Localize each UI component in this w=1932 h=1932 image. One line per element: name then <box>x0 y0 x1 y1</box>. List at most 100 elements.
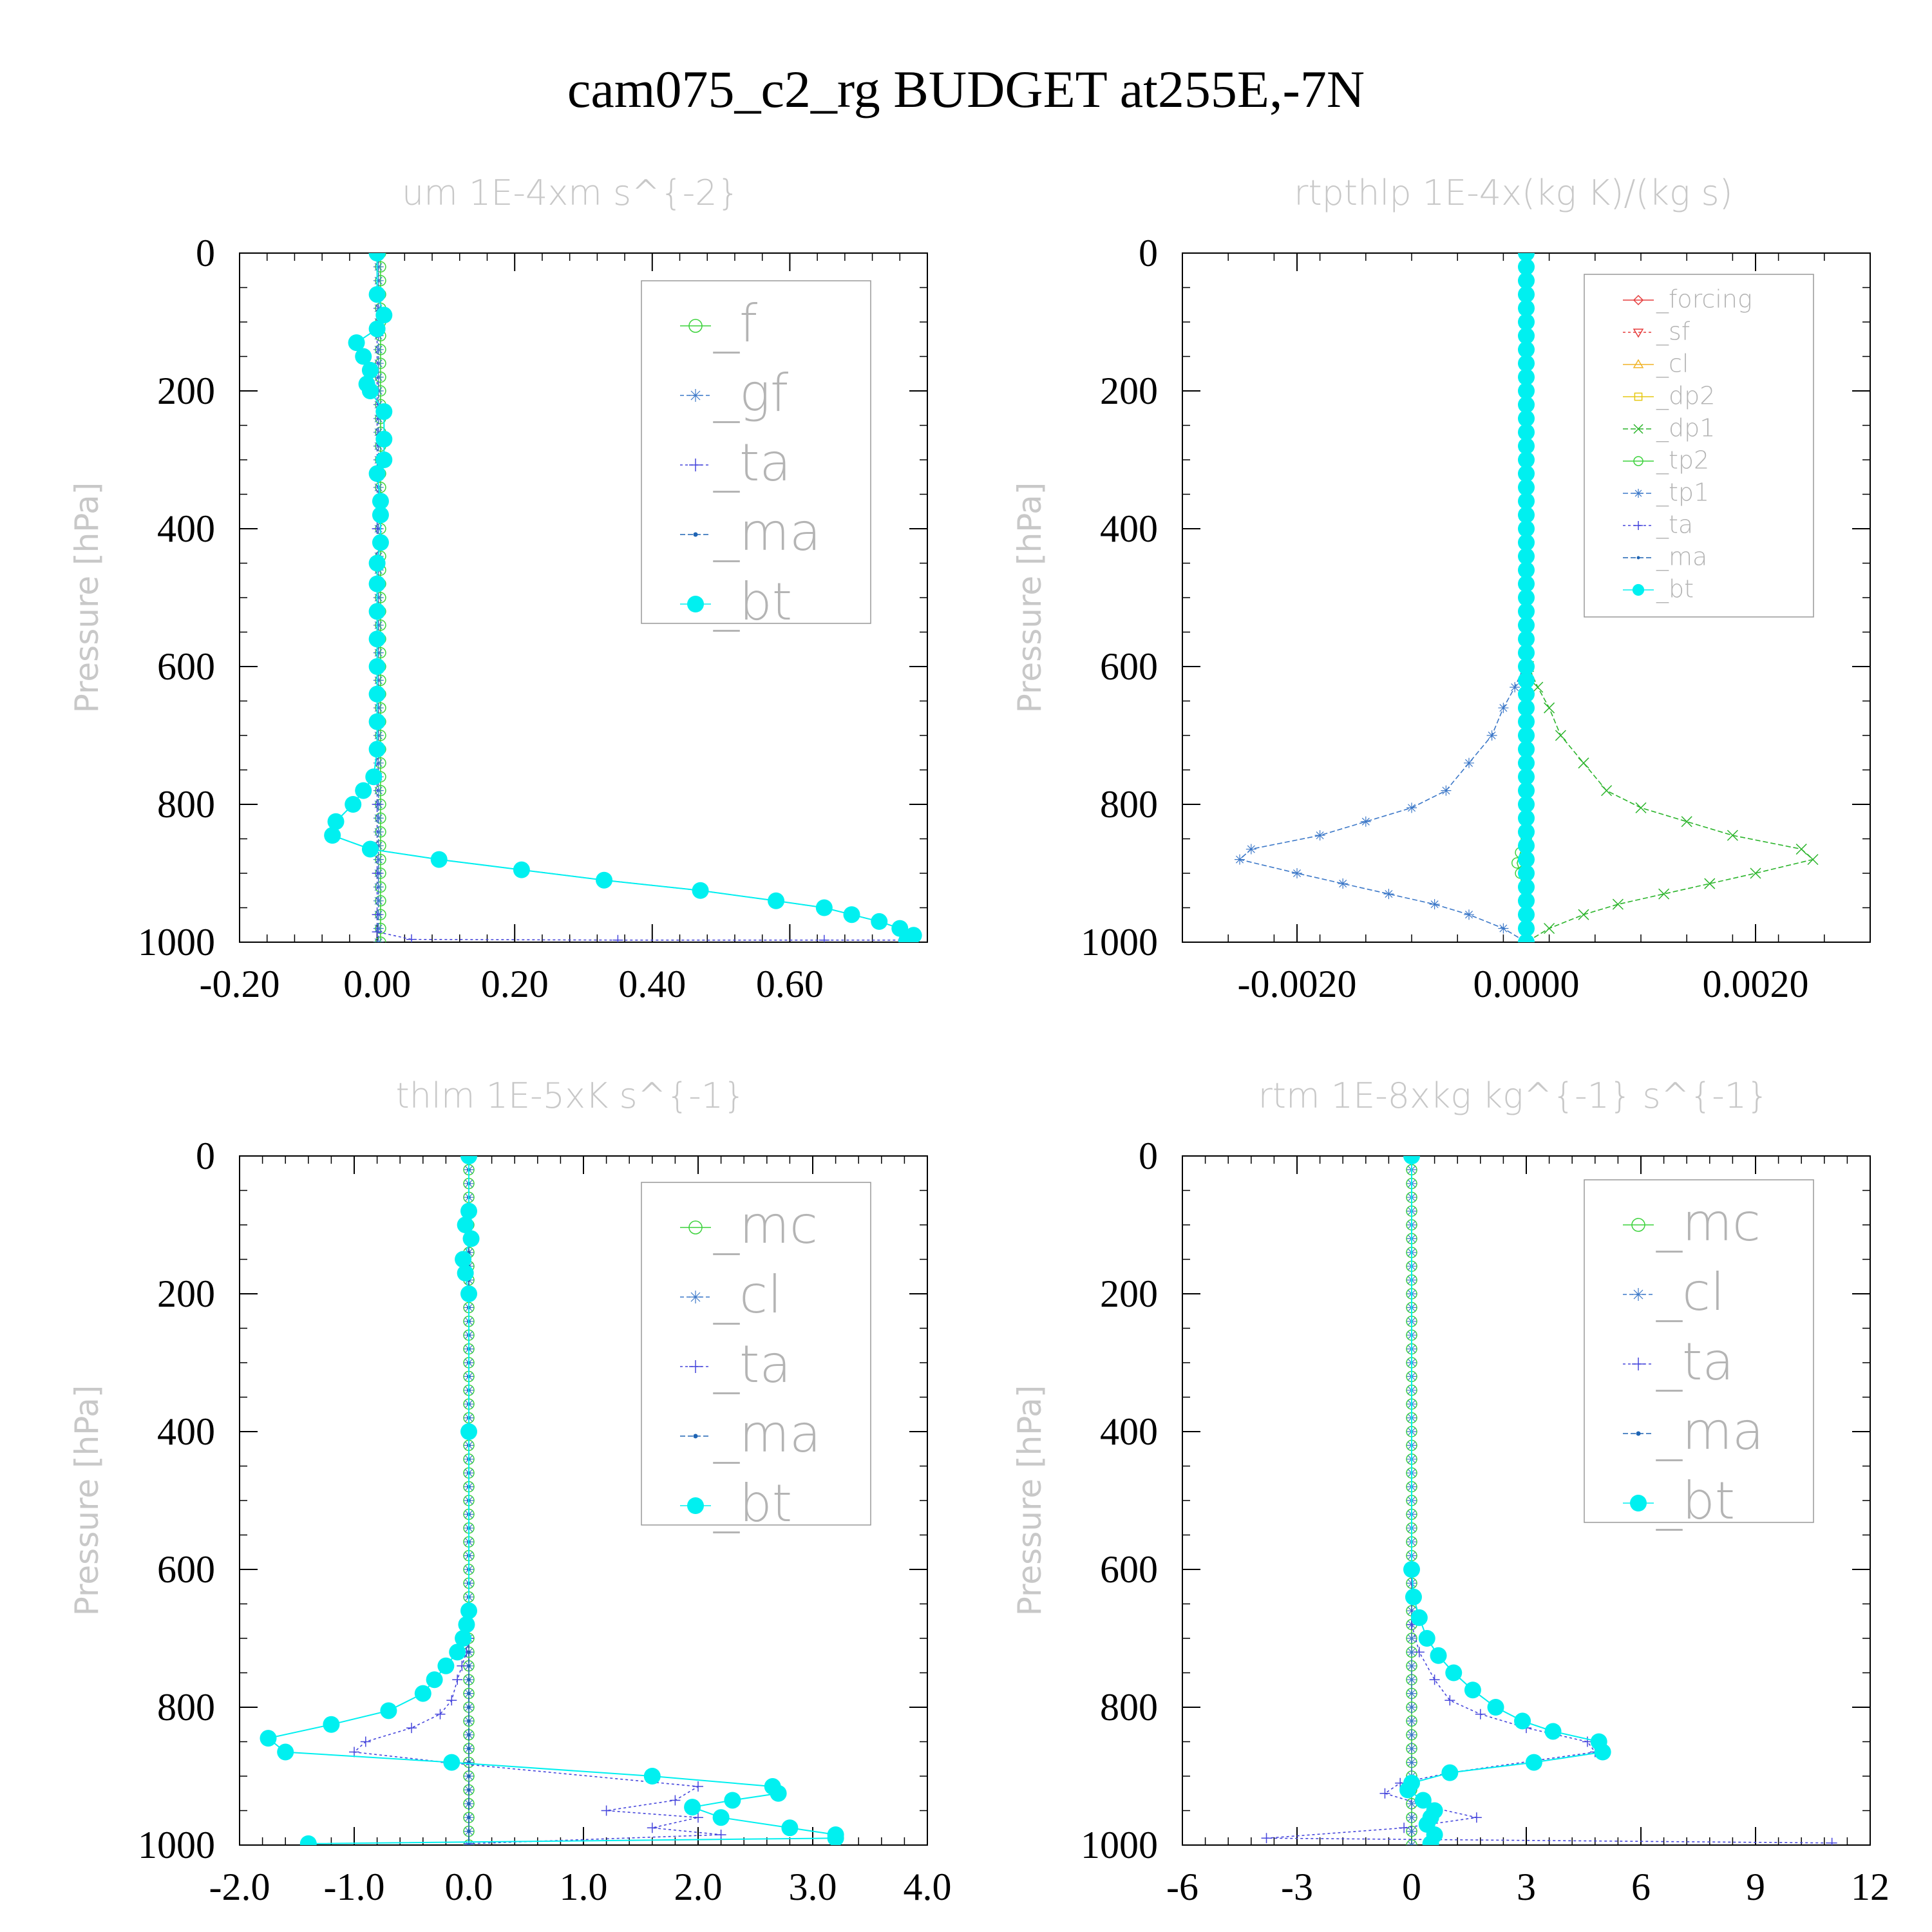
series-marker <box>467 1829 471 1833</box>
series-marker <box>372 909 383 920</box>
x-tick-label: 0.00 <box>343 963 411 1005</box>
series-marker <box>1681 816 1692 828</box>
series-marker <box>1406 1647 1417 1658</box>
series-marker <box>1406 1798 1417 1809</box>
series-marker <box>1578 909 1589 920</box>
series-marker <box>462 1230 480 1247</box>
series-marker <box>1544 1723 1562 1740</box>
series-marker <box>373 358 384 369</box>
series-marker <box>1406 1729 1417 1740</box>
series-marker <box>1601 785 1613 797</box>
series-marker <box>1636 556 1640 560</box>
series-marker <box>1498 923 1509 934</box>
y-tick-label: 200 <box>157 1273 215 1315</box>
series-marker <box>1464 1681 1481 1699</box>
y-tick-label: 0 <box>196 232 215 274</box>
series-marker <box>467 1747 471 1750</box>
y-tick-label: 1000 <box>1081 1824 1158 1866</box>
series-marker <box>693 1781 703 1792</box>
series-marker <box>1441 1764 1459 1781</box>
series-marker <box>373 275 384 286</box>
series-bt <box>1518 253 1535 942</box>
series-marker <box>1633 424 1643 434</box>
legend-label: _bt <box>1656 1471 1735 1531</box>
series-marker <box>670 1795 681 1806</box>
y-tick-label: 800 <box>157 1686 215 1728</box>
series-marker <box>460 1202 477 1220</box>
series-marker <box>1594 1743 1611 1761</box>
series-marker <box>1518 534 1535 551</box>
series-marker <box>1518 768 1535 786</box>
series-marker <box>1410 1609 1428 1626</box>
legend-item: _ta <box>1623 1332 1734 1392</box>
series-marker <box>768 892 785 909</box>
y-tick-label: 800 <box>157 783 215 826</box>
series-marker <box>1518 906 1535 923</box>
series-marker <box>380 1702 397 1719</box>
legend: _mc _cl _ta _ma _bt <box>1584 1179 1814 1531</box>
series-marker <box>426 1671 443 1689</box>
series-marker <box>1475 1709 1486 1719</box>
series-marker <box>1518 547 1535 565</box>
series-marker <box>1518 493 1535 510</box>
series-marker <box>1635 802 1647 813</box>
series-marker <box>1518 741 1535 758</box>
series-marker <box>1518 754 1535 772</box>
y-tick-label: 400 <box>1100 507 1158 550</box>
series-marker <box>1555 730 1566 741</box>
series-marker <box>1406 1812 1417 1823</box>
series-marker <box>1441 785 1452 796</box>
series-marker <box>460 1156 477 1164</box>
series-marker <box>360 1736 371 1747</box>
series-marker <box>770 1785 787 1802</box>
series-marker <box>871 913 888 930</box>
series-marker <box>1414 1792 1432 1809</box>
x-tick-label: 0.60 <box>756 963 824 1005</box>
series-marker <box>1658 888 1670 900</box>
series-marker <box>1261 1833 1272 1844</box>
series-marker <box>692 882 709 899</box>
legend-label: _cl <box>713 1265 782 1325</box>
series-marker <box>373 592 384 603</box>
x-tick-label: 3.0 <box>789 1866 837 1908</box>
series-marker <box>612 934 623 942</box>
series-marker <box>1518 630 1535 648</box>
legend-item: _f <box>680 294 757 354</box>
series-marker <box>355 348 372 365</box>
series-marker <box>457 1217 474 1233</box>
series-marker <box>361 383 379 399</box>
legend-label: _ta <box>713 433 791 493</box>
y-tick-label: 800 <box>1100 1686 1158 1728</box>
series-marker <box>368 685 386 703</box>
series-marker <box>373 647 384 658</box>
series-marker <box>373 703 384 714</box>
series-marker <box>368 658 386 675</box>
x-tick-label: 9 <box>1746 1866 1765 1908</box>
series-marker <box>373 440 384 451</box>
y-tick-label: 200 <box>1100 1273 1158 1315</box>
series-marker <box>689 389 702 402</box>
series-marker <box>715 1829 726 1840</box>
series-marker <box>373 344 384 355</box>
series-marker <box>373 620 384 630</box>
y-tick-label: 600 <box>1100 645 1158 688</box>
series-marker <box>1518 782 1535 799</box>
series-marker <box>1518 865 1535 882</box>
series-marker <box>375 936 386 942</box>
series-marker <box>1518 837 1535 855</box>
legend-item: _ta <box>680 433 791 493</box>
legend-item: _gf <box>680 363 788 423</box>
series-marker <box>324 827 341 844</box>
legend-label: _ta <box>1656 510 1693 539</box>
legend-label: _ma <box>1656 1401 1764 1461</box>
panel-title: thlm 1E-5xK s^{-1} <box>396 1075 746 1116</box>
legend-item: _ma <box>680 502 821 562</box>
series-marker <box>1518 314 1535 330</box>
series-marker <box>1518 506 1535 524</box>
x-tick-label: -6 <box>1166 1866 1198 1908</box>
series-marker <box>1518 658 1535 675</box>
series-marker <box>373 413 384 424</box>
series-marker <box>1518 685 1535 703</box>
series-marker <box>1633 456 1643 466</box>
series-marker <box>815 899 833 916</box>
